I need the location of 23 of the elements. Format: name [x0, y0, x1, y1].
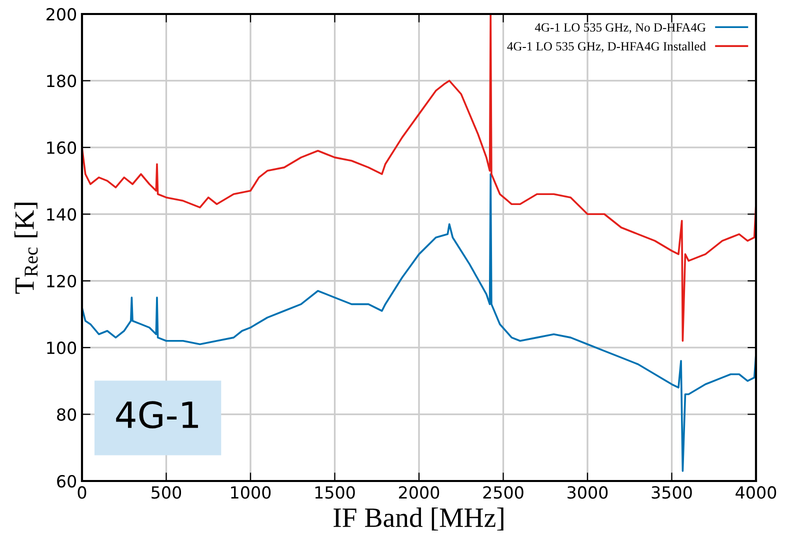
y-tick-label: 200: [46, 8, 76, 21]
line-series: [82, 173, 756, 472]
legend-label: 4G-1 LO 535 GHz, No D-HFA4G: [534, 23, 706, 34]
y-axis-title: T$_{Rec}$ [K]: [14, 202, 38, 294]
x-tick-label: 2000: [399, 486, 440, 499]
y-tick-label: 140: [47, 208, 76, 221]
x-tick-label: 4000: [736, 486, 776, 499]
x-tick-label: 1500: [315, 486, 355, 499]
x-tick-label: 2500: [483, 486, 524, 499]
x-tick-label: 0: [78, 486, 86, 499]
x-tick-label: 3500: [652, 486, 692, 499]
legend-label: 4G-1 LO 535 GHz, D-HFA4G Installed: [507, 42, 706, 52]
y-tick-label: 160: [47, 141, 76, 154]
y-tick-label: 100: [47, 342, 76, 354]
y-tick-label: 60: [57, 474, 76, 488]
annotation: 4G-1: [116, 401, 198, 428]
y-tick-label: 120: [47, 274, 76, 288]
x-tick-label: 1000: [231, 486, 271, 499]
y-tick-label: 180: [47, 74, 76, 88]
x-tick-label: 500: [152, 486, 182, 499]
y-tick-label: 80: [57, 408, 76, 421]
x-tick-label: 3000: [568, 486, 608, 499]
x-axis-title: IF Band [MHz]: [334, 508, 504, 531]
